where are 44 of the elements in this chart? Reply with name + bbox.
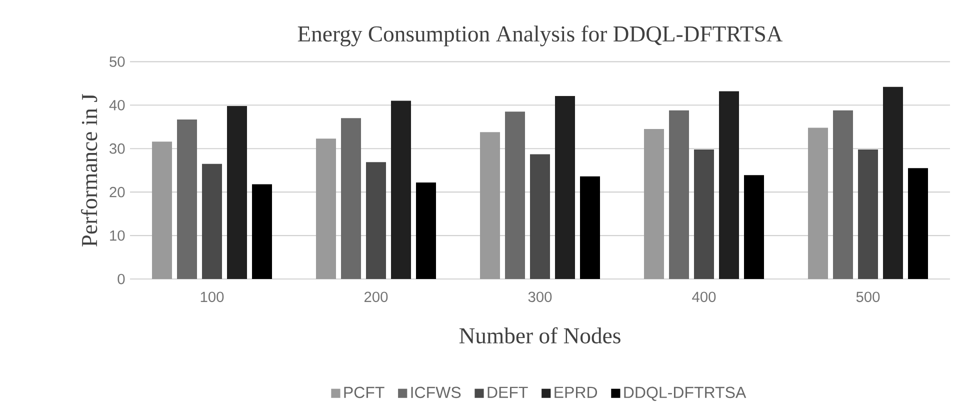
bar (227, 106, 248, 279)
legend-label: DDQL-DFTRTSA (624, 386, 746, 401)
x-tick-label: 300 (528, 292, 552, 302)
bar (177, 119, 198, 279)
bar (694, 149, 714, 279)
x-axis-title: Number of Nodes (459, 327, 620, 344)
bar (644, 129, 664, 279)
bar (480, 132, 500, 279)
bar (316, 138, 336, 279)
bar (808, 128, 828, 279)
y-tick-label: 0 (118, 274, 125, 284)
bar (341, 118, 362, 279)
legend-label: DEFT (488, 386, 528, 398)
bar (505, 112, 525, 279)
legend-label: ICFWS (411, 386, 461, 398)
bar (391, 100, 412, 279)
bar (152, 142, 172, 279)
bar (555, 96, 575, 279)
bar (366, 162, 386, 279)
chart-title: Energy Consumption Analysis for DDQL-DFTRTSA (298, 25, 783, 46)
y-tick-label: 50 (110, 56, 125, 67)
x-tick-label: 100 (200, 292, 224, 302)
y-tick-label: 10 (110, 230, 125, 241)
bar (719, 91, 739, 279)
y-tick-label: 40 (109, 100, 125, 110)
bar (833, 110, 853, 279)
bar (252, 184, 272, 279)
y-axis-title: Performance in J (80, 94, 98, 246)
bar (530, 154, 550, 279)
x-tick-label: 500 (856, 292, 880, 302)
bar (908, 168, 928, 279)
bar (580, 176, 600, 279)
bar (202, 164, 222, 279)
x-tick-label: 200 (364, 292, 388, 302)
bar (416, 182, 436, 279)
bar (744, 175, 764, 279)
bar (858, 149, 878, 279)
bar (883, 86, 903, 279)
y-tick-label: 30 (110, 143, 125, 154)
legend-label: PCFT (344, 386, 384, 398)
legend-label: EPRD (554, 386, 598, 398)
bar (669, 110, 689, 279)
x-tick-label: 400 (692, 292, 716, 302)
y-tick-label: 20 (110, 186, 125, 198)
